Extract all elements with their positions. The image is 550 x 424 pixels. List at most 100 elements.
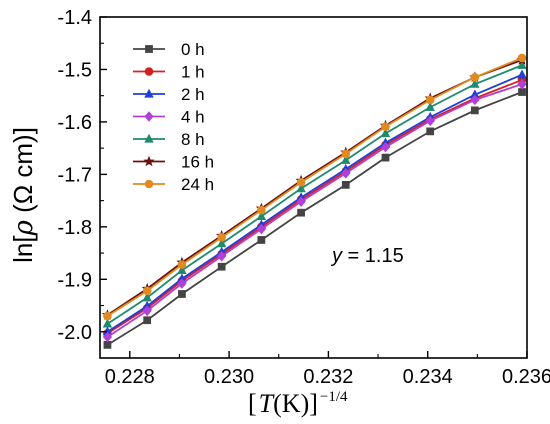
data-point xyxy=(297,208,305,217)
data-point xyxy=(256,223,266,235)
x-axis-title-unit: (K)] xyxy=(273,389,318,418)
data-point xyxy=(341,149,351,159)
data-point xyxy=(142,292,152,302)
legend-label: 0 h xyxy=(181,40,205,59)
data-point xyxy=(470,73,480,82)
x-tick-label: 0.232 xyxy=(303,366,353,388)
data-point xyxy=(517,60,527,69)
data-point xyxy=(380,128,391,138)
legend-entry: 4 h xyxy=(133,108,205,127)
annotation-text: = 1.15 xyxy=(342,245,404,267)
data-point xyxy=(470,78,480,88)
legend-label: 2 h xyxy=(181,85,205,104)
plot-frame xyxy=(99,16,528,359)
data-point xyxy=(425,115,435,127)
legend-entry: 24 h xyxy=(133,175,214,194)
y-tick-label: -1.5 xyxy=(58,59,92,81)
y-tick-label: -1.7 xyxy=(58,164,92,186)
legend-entry: 16 h xyxy=(133,153,214,172)
y-tick-label: -2.0 xyxy=(58,322,92,344)
legend-marker xyxy=(144,67,154,76)
data-point xyxy=(296,196,306,207)
legend-label: 8 h xyxy=(181,130,205,149)
data-point xyxy=(217,250,227,262)
x-axis-title-open: [ xyxy=(248,389,257,418)
y-axis-title: ln[ρ (Ω cm)] xyxy=(8,127,39,263)
annotation: y = 1.15 xyxy=(330,245,404,267)
data-point xyxy=(102,331,113,343)
data-point xyxy=(380,141,391,153)
data-point xyxy=(470,94,480,106)
y-tick-label: -1.8 xyxy=(58,217,92,239)
x-axis-title-var: T xyxy=(259,389,275,418)
x-axis-title: [T(K)] −1/4 xyxy=(248,389,348,418)
data-point xyxy=(217,233,226,242)
series-16h xyxy=(101,54,528,320)
data-point xyxy=(296,177,306,187)
data-point xyxy=(426,127,435,136)
data-point xyxy=(102,318,113,328)
data-point xyxy=(142,286,152,296)
y-tick-label: -1.9 xyxy=(58,269,92,291)
data-point xyxy=(103,341,112,349)
legend-entry: 2 h xyxy=(133,85,205,104)
legend: 0 h 1 h 2 h 4 h 8 h 16 h 24 h xyxy=(133,40,214,194)
data-point xyxy=(425,101,435,111)
legend-marker xyxy=(144,133,154,143)
data-point xyxy=(517,69,527,79)
data-point xyxy=(142,305,152,317)
data-point xyxy=(257,236,266,244)
data-point xyxy=(470,106,479,115)
ticks-layer: 0.228 0.230 0.232 0.234 0.236 -2.0 -1.9 -1.8 -1.… xyxy=(58,7,550,388)
series-line xyxy=(106,59,523,316)
legend-marker xyxy=(144,111,154,122)
legend-label: 4 h xyxy=(181,108,205,127)
data-point xyxy=(341,181,350,189)
data-point xyxy=(341,154,351,164)
data-point xyxy=(177,260,187,269)
data-point xyxy=(177,278,187,289)
x-tick-label: 0.230 xyxy=(204,366,254,388)
legend-entry: 1 h xyxy=(133,63,205,82)
x-tick-label: 0.228 xyxy=(105,366,155,388)
data-point xyxy=(517,78,527,90)
y-tick-label: -1.4 xyxy=(58,7,92,29)
data-point xyxy=(256,211,267,221)
legend-marker xyxy=(143,155,155,167)
legend-entry: 8 h xyxy=(133,130,205,149)
series-4h xyxy=(102,78,527,343)
legend-marker xyxy=(144,179,154,189)
y-axis-title-prefix: ln[ xyxy=(8,235,38,263)
data-point xyxy=(216,238,227,248)
legend-marker xyxy=(144,88,154,98)
data-point xyxy=(517,53,527,63)
data-point xyxy=(217,262,226,271)
data-point xyxy=(425,95,435,105)
series-line xyxy=(106,64,523,325)
y-axis-title-unit: (Ω cm)] xyxy=(8,127,38,220)
legend-marker xyxy=(145,45,153,53)
data-point xyxy=(177,265,187,275)
legend-entry: 0 h xyxy=(133,40,205,59)
legend-label: 16 h xyxy=(181,153,214,172)
x-tick-label: 0.234 xyxy=(403,366,453,388)
data-point xyxy=(518,88,526,96)
series-line xyxy=(106,83,523,338)
data-point xyxy=(143,316,152,325)
data-point xyxy=(103,311,112,321)
data-point xyxy=(381,122,390,131)
data-point xyxy=(341,168,351,179)
annotation-var: y xyxy=(330,245,343,267)
y-tick-label: -1.6 xyxy=(58,112,92,134)
data-point xyxy=(257,205,266,215)
data-point xyxy=(178,290,186,298)
series-layer xyxy=(101,53,528,349)
series-line xyxy=(106,91,523,346)
x-tick-label: 0.236 xyxy=(502,366,550,388)
y-axis-title-var: ρ xyxy=(9,219,39,236)
series-line xyxy=(106,57,523,317)
series-8h xyxy=(102,60,527,328)
x-axis-title-exp: −1/4 xyxy=(320,389,348,405)
series-24h xyxy=(103,53,527,321)
